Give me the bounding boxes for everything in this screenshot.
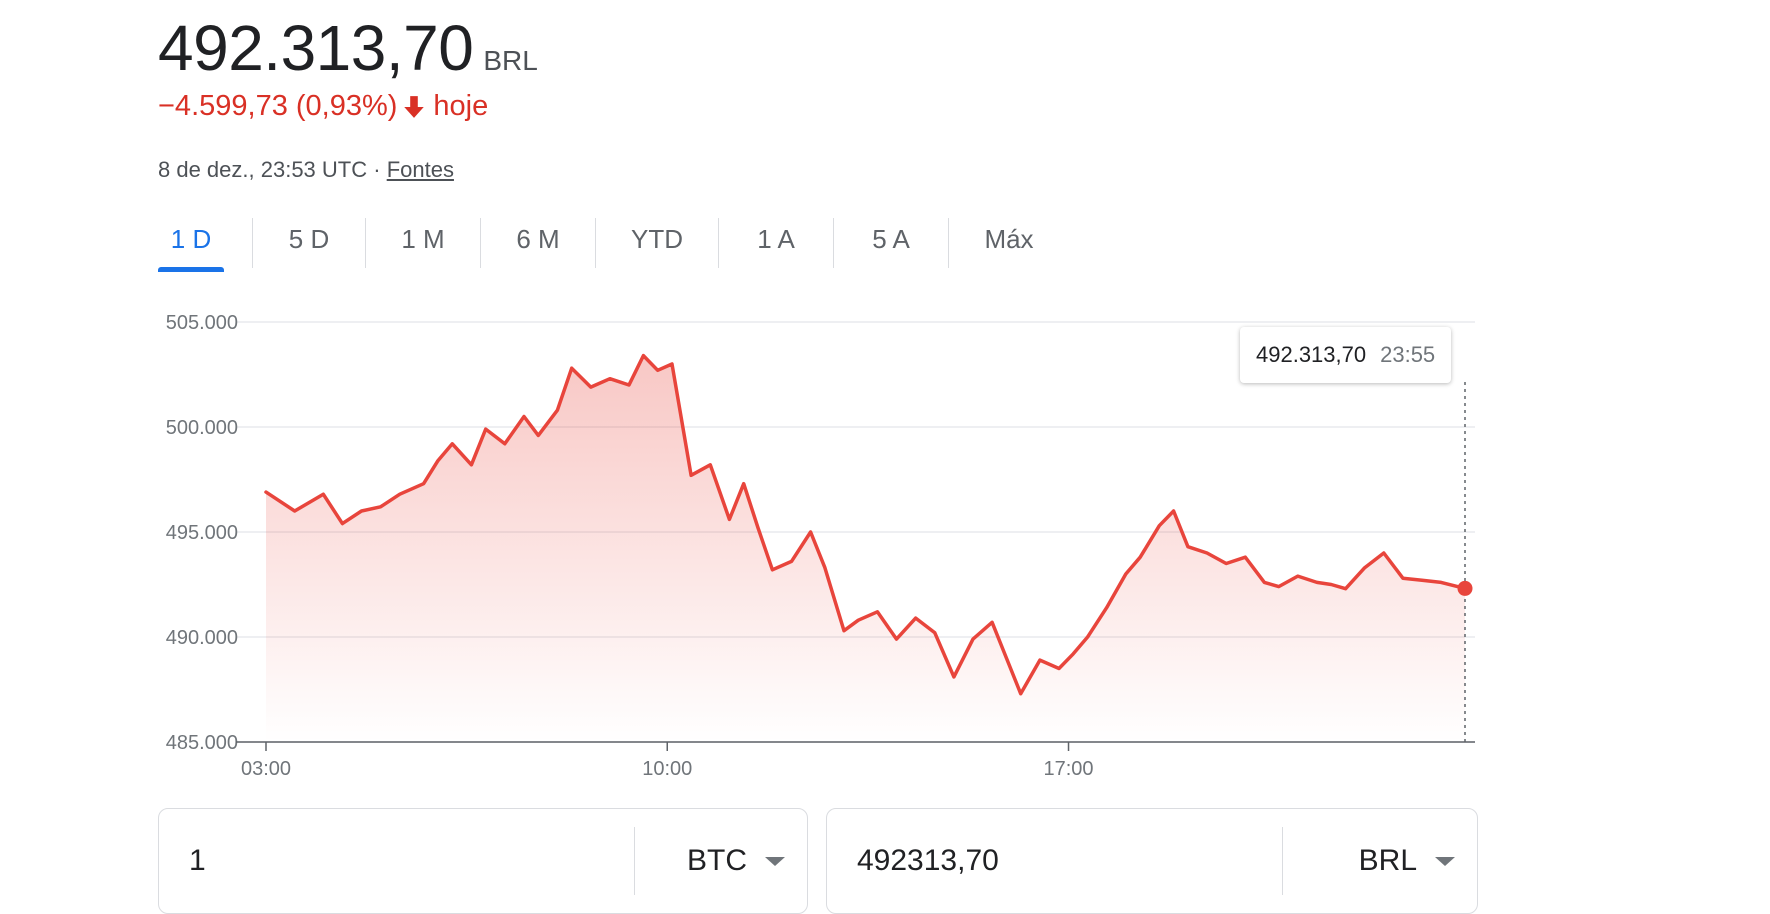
time-range-tabs: 1 D 5 D 1 M 6 M YTD 1 A 5 A Máx <box>158 210 1069 272</box>
price-change: −4.599,73 (0,93%) <box>158 90 398 122</box>
tab-1d[interactable]: 1 D <box>158 210 224 272</box>
y-tick-label: 505.000 <box>166 312 238 334</box>
currency-select-label: BTC <box>687 844 747 877</box>
x-tick-label: 17:00 <box>1043 758 1093 780</box>
y-tick-label: 500.000 <box>166 417 238 439</box>
currency-select-label: BRL <box>1358 844 1417 877</box>
current-price: 492.313,70 <box>158 12 474 84</box>
arrow-down-icon <box>404 95 425 118</box>
price-change-row: −4.599,73 (0,93%) hoje <box>158 90 488 123</box>
price-currency: BRL <box>483 45 538 76</box>
price-header: 492.313,70 BRL <box>158 10 538 86</box>
y-tick-label: 490.000 <box>166 627 238 649</box>
currency-select-brl[interactable]: BRL <box>1283 844 1477 878</box>
converter-divider <box>633 827 635 895</box>
tab-1m[interactable]: 1 M <box>401 224 445 254</box>
y-tick-label: 495.000 <box>166 522 238 544</box>
tab-ytd[interactable]: YTD <box>631 224 683 254</box>
caret-down-icon <box>765 856 785 866</box>
amount-input-btc[interactable]: 1 <box>189 844 206 877</box>
currency-select-btc[interactable]: BTC <box>635 844 807 878</box>
tooltip-time: 23:55 <box>1380 342 1436 367</box>
converter-left: 1 BTC <box>158 808 808 914</box>
x-tick-label: 03:00 <box>241 758 291 780</box>
x-tick-label: 10:00 <box>642 758 692 780</box>
tab-divider <box>365 218 366 268</box>
tab-divider <box>595 218 596 268</box>
tab-divider <box>252 218 253 268</box>
sources-link[interactable]: Fontes <box>386 157 454 182</box>
tab-5d[interactable]: 5 D <box>288 224 330 254</box>
timestamp: 8 de dez., 23:53 UTC · <box>158 157 381 182</box>
tab-6m[interactable]: 6 M <box>516 224 560 254</box>
tab-1a[interactable]: 1 A <box>757 224 795 254</box>
converter-divider <box>1281 827 1283 895</box>
amount-input-brl[interactable]: 492313,70 <box>857 844 999 877</box>
price-area <box>266 355 1465 742</box>
tab-5a[interactable]: 5 A <box>872 224 910 254</box>
price-chart[interactable]: 505.000 500.000 495.000 490.000 485.00003:00… <box>0 290 1770 790</box>
chart-tooltip: 492.313,70 23:55 <box>1240 327 1452 383</box>
timestamp-row: 8 de dez., 23:53 UTC · Fontes <box>158 157 454 183</box>
change-period: hoje <box>433 90 489 122</box>
tab-max[interactable]: Máx <box>984 224 1034 254</box>
converter-right: 492313,70 BRL <box>826 808 1478 914</box>
tooltip-value: 492.313,70 <box>1256 342 1367 367</box>
tab-divider <box>948 218 949 268</box>
y-tick-label: 485.000 <box>166 732 238 754</box>
current-point <box>1457 580 1473 596</box>
tab-divider <box>480 218 481 268</box>
tab-divider <box>718 218 719 268</box>
tab-divider <box>833 218 834 268</box>
price-line <box>264 353 1467 696</box>
caret-down-icon <box>1435 856 1455 866</box>
